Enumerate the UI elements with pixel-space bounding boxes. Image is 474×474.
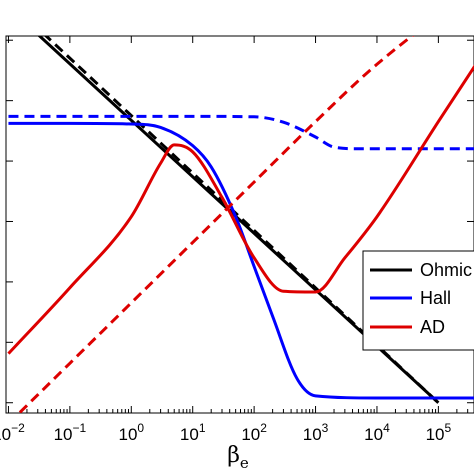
x-tick-exp: −1	[72, 421, 86, 435]
x-tick-label: 101	[180, 421, 206, 444]
x-tick-exp: 0	[137, 421, 144, 435]
x-tick-exp: 5	[444, 421, 451, 435]
legend-label-ad: AD	[420, 317, 445, 337]
x-tick-exp: −2	[11, 421, 25, 435]
x-tick-base: 10	[180, 425, 199, 444]
x-tick-label: 10−2	[0, 421, 25, 444]
x-tick-base: 10	[426, 425, 445, 444]
x-tick-exp: 4	[383, 421, 390, 435]
legend-box	[362, 250, 474, 351]
x-tick-base: 10	[364, 425, 383, 444]
x-tick-exp: 2	[260, 421, 267, 435]
x-tick-label: 103	[303, 421, 329, 444]
x-tick-label: 102	[241, 421, 267, 444]
y-axis-ticks	[6, 39, 474, 404]
x-tick-exp: 1	[199, 421, 206, 435]
series-ad-solid-line	[7, 64, 474, 355]
x-tick-base: 10	[54, 425, 73, 444]
series-unlabeled-dashed-line	[17, 36, 415, 413]
x-tick-label: 10−1	[54, 421, 87, 444]
x-axis-label-main: β	[227, 443, 240, 468]
x-axis-label-sub: e	[240, 454, 249, 472]
legend-label-ohmic: Ohmic	[420, 260, 472, 280]
series-hall-solid-line	[8, 121, 474, 400]
x-axis-ticks	[7, 36, 469, 413]
x-tick-label: 104	[364, 421, 390, 444]
x-tick-base: 10	[241, 425, 260, 444]
x-tick-label: 105	[426, 421, 452, 444]
x-tick-label: 100	[118, 421, 144, 444]
x-tick-base: 10	[303, 425, 322, 444]
legend: Ohmic Hall AD	[362, 250, 474, 351]
series-unlabeled-dashed-line	[8, 114, 474, 151]
legend-label-hall: Hall	[420, 288, 451, 308]
x-tick-exp: 3	[322, 421, 329, 435]
x-axis-label: βe	[227, 443, 249, 472]
x-tick-base: 10	[0, 425, 11, 444]
x-tick-base: 10	[118, 425, 137, 444]
